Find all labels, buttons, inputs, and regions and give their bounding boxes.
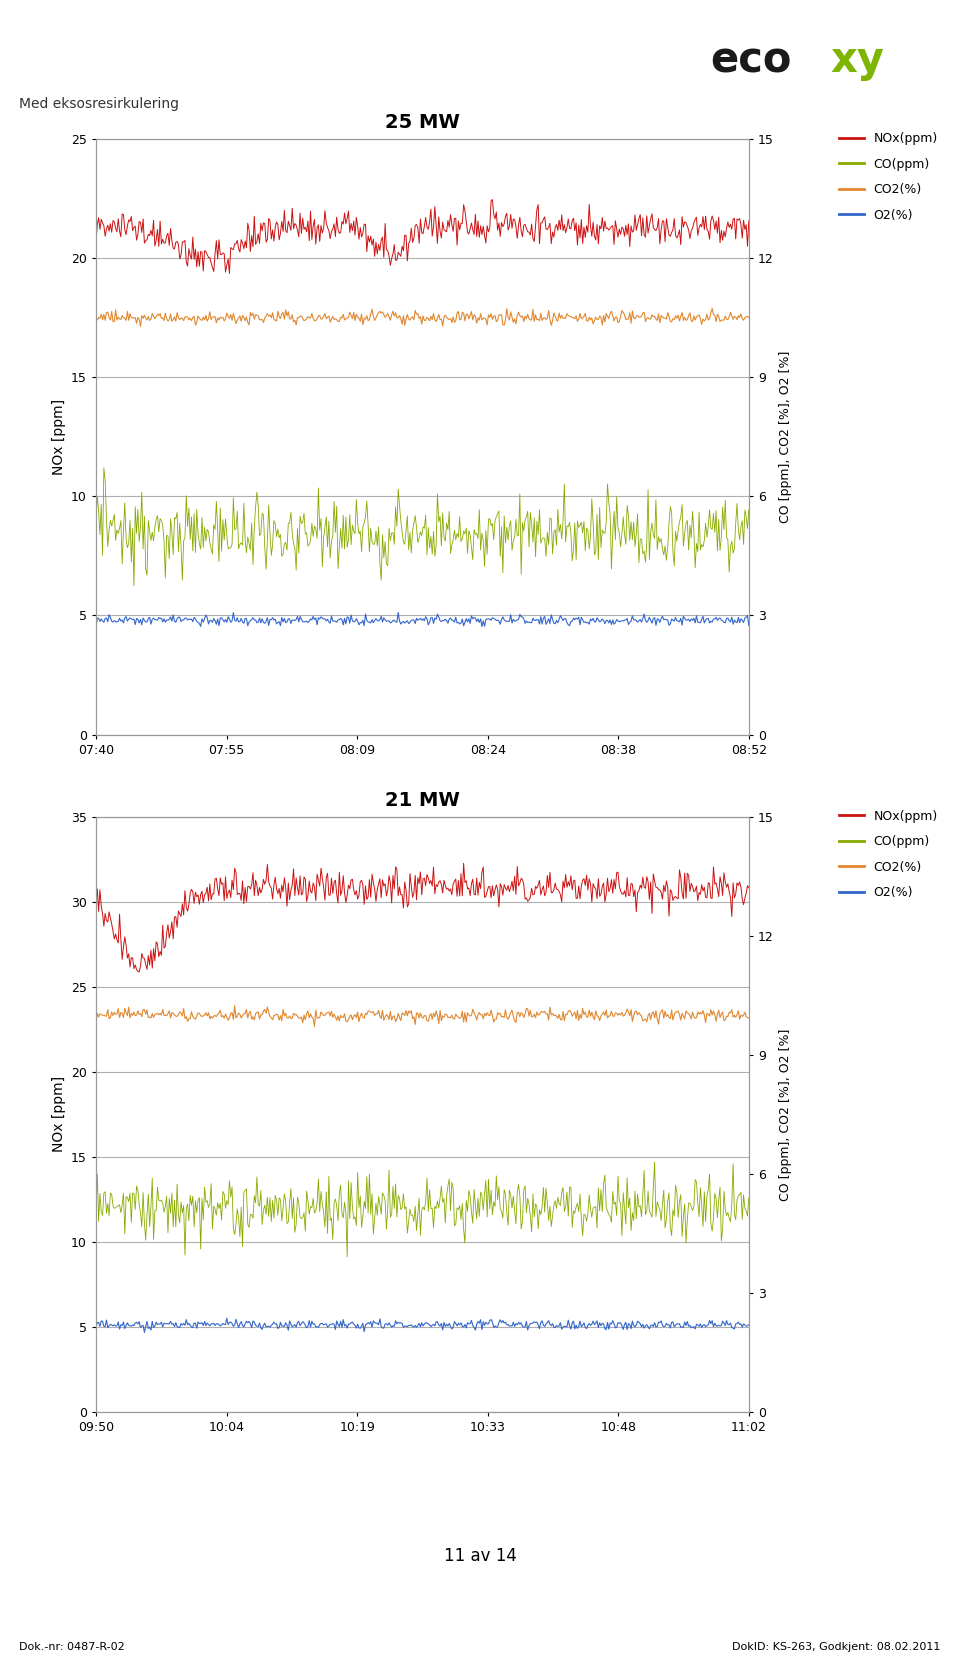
- Y-axis label: CO [ppm], CO2 [%], O2 [%]: CO [ppm], CO2 [%], O2 [%]: [780, 1028, 792, 1201]
- Title: 25 MW: 25 MW: [385, 112, 460, 132]
- Legend: NOx(ppm), CO(ppm), CO2(%), O2(%): NOx(ppm), CO(ppm), CO2(%), O2(%): [833, 805, 943, 904]
- Text: xy: xy: [830, 39, 884, 82]
- Text: Dok.-nr: 0487-R-02: Dok.-nr: 0487-R-02: [19, 1642, 125, 1652]
- Text: 11 av 14: 11 av 14: [444, 1548, 516, 1565]
- Text: DokID: KS-263, Godkjent: 08.02.2011: DokID: KS-263, Godkjent: 08.02.2011: [732, 1642, 941, 1652]
- Y-axis label: CO [ppm], CO2 [%], O2 [%]: CO [ppm], CO2 [%], O2 [%]: [780, 350, 792, 523]
- Y-axis label: NOx [ppm]: NOx [ppm]: [52, 1077, 65, 1152]
- Text: Med eksosresirkulering: Med eksosresirkulering: [19, 97, 180, 111]
- Title: 21 MW: 21 MW: [385, 790, 460, 810]
- Text: eco: eco: [710, 39, 792, 82]
- Y-axis label: NOx [ppm]: NOx [ppm]: [52, 399, 65, 475]
- Legend: NOx(ppm), CO(ppm), CO2(%), O2(%): NOx(ppm), CO(ppm), CO2(%), O2(%): [833, 127, 943, 226]
